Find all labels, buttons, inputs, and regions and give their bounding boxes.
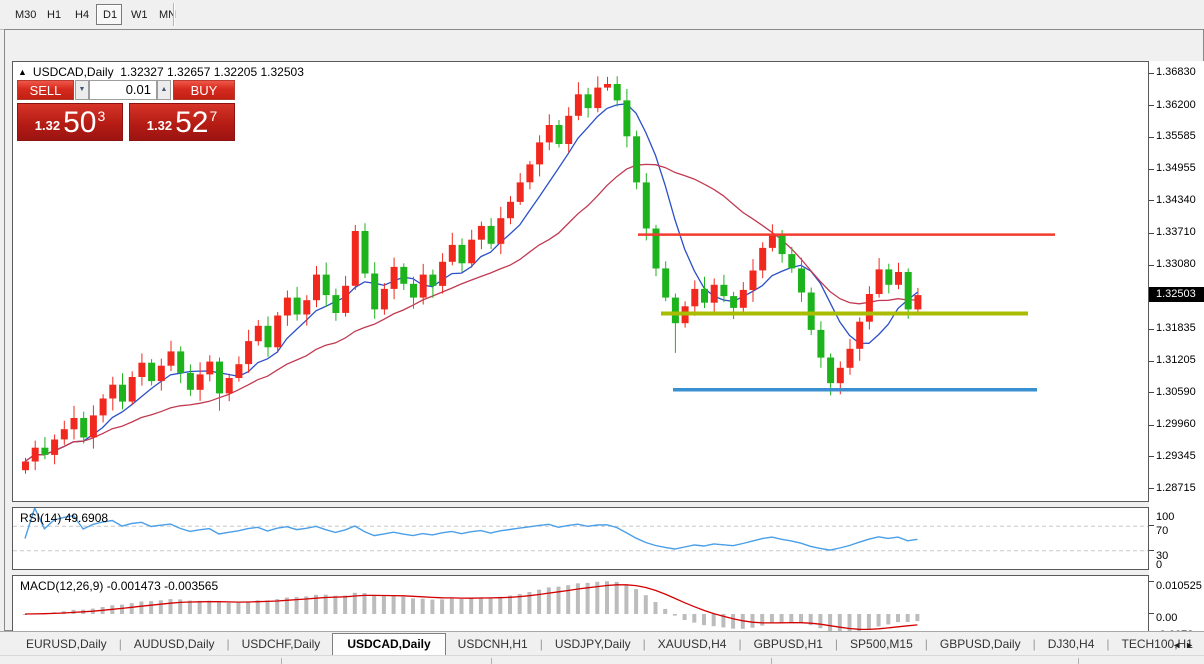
price-axis-label: 1.34955	[1156, 162, 1196, 175]
tab-separator: |	[539, 637, 543, 651]
tab-usdcad-daily[interactable]: USDCAD,Daily	[332, 633, 446, 656]
tab-separator: |	[642, 637, 646, 651]
macd-label: MACD(12,26,9) -0.001473 -0.003565	[20, 579, 219, 593]
period-button-mn[interactable]: MN	[159, 9, 177, 21]
tab-usdjpy-daily[interactable]: USDJPY,Daily	[554, 637, 631, 651]
tab-audusd-daily[interactable]: AUDUSD,Daily	[133, 637, 215, 651]
tab-separator: |	[834, 637, 839, 651]
sell-price-big: 50	[63, 106, 97, 139]
rsi-axis-label: 70	[1156, 525, 1169, 538]
price-axis-label: 1.34340	[1156, 193, 1196, 206]
period-button-m30[interactable]: M30	[15, 9, 37, 21]
bar-close: 1.32503	[260, 65, 304, 79]
buy-price-button[interactable]: 1.32 52 7	[129, 103, 235, 141]
sell-price-prefix: 1.32	[34, 118, 61, 133]
price-axis-label: 1.36200	[1156, 98, 1196, 111]
sell-price-button[interactable]: 1.32 50 3	[17, 103, 123, 141]
tab-separator: |	[1032, 637, 1036, 651]
current-price-tag: 1.32503	[1149, 286, 1204, 302]
chart-title: ▲ USDCAD,Daily 1.32327 1.32657 1.32205 1.…	[18, 65, 304, 79]
price-axis-label: 1.35585	[1156, 130, 1196, 143]
period-button-d1[interactable]: D1	[96, 4, 122, 25]
one-click-collapse-icon[interactable]: ▲	[18, 67, 27, 77]
tab-separator: |	[118, 637, 122, 651]
status-divider	[1078, 658, 1079, 664]
price-axis-label: 1.29345	[1156, 449, 1196, 462]
bar-open: 1.32327	[120, 65, 164, 79]
bar-high: 1.32657	[167, 65, 211, 79]
rsi-canvas	[13, 508, 1148, 552]
lot-size-field[interactable]: 0.01	[89, 80, 157, 100]
macd-canvas	[23, 581, 920, 634]
tab-separator: |	[1106, 637, 1110, 651]
tab-sp500-m15[interactable]: SP500,M15	[850, 637, 913, 651]
price-axis-label: 1.33080	[1156, 258, 1196, 271]
buy-price-sup: 7	[209, 108, 218, 124]
tab-usdchf-daily[interactable]: USDCHF,Daily	[241, 637, 321, 651]
macd-signal-value: -0.003565	[164, 579, 219, 593]
tab-gbpusd-h1[interactable]: GBPUSD,H1	[753, 637, 823, 651]
rsi-axis-label: 30	[1156, 549, 1169, 562]
chart-symbol: USDCAD,Daily	[32, 65, 114, 79]
status-bar	[0, 655, 1204, 664]
period-button-h1[interactable]: H1	[47, 9, 62, 21]
status-divider	[491, 658, 492, 664]
tab-separator: |	[738, 637, 742, 651]
period-button-h4[interactable]: H4	[75, 9, 90, 21]
tab-eurusd-daily[interactable]: EURUSD,Daily	[26, 637, 107, 651]
buy-price-big: 52	[175, 106, 209, 139]
price-axis: 1.36830 1.36200 1.35585 1.34955 1.34340 1.337…	[1149, 61, 1204, 660]
tab-usdcnh-h1[interactable]: USDCNH,H1	[457, 637, 528, 651]
price-axis-label: 1.36830	[1156, 66, 1196, 79]
timeframe-toolbar: M30 H1 H4 D1 W1 MN	[0, 0, 1204, 30]
buy-button[interactable]: BUY	[173, 80, 235, 100]
rsi-line	[24, 508, 918, 551]
lot-decrease-button[interactable]: ▼	[75, 80, 89, 100]
buy-price-prefix: 1.32	[146, 118, 173, 133]
rsi-label: RSI(14) 49.6908	[20, 511, 109, 525]
macd-axis-label: 0.00	[1156, 612, 1178, 624]
price-axis-label: 1.28715	[1156, 481, 1196, 494]
tab-scroll-arrows: ◄►	[1172, 640, 1198, 650]
price-axis-label: 1.30590	[1156, 385, 1196, 398]
sell-price-sup: 3	[97, 108, 106, 124]
period-button-w1[interactable]: W1	[131, 9, 148, 21]
macd-axis-label: 0.010525	[1156, 579, 1202, 592]
tab-separator: |	[924, 637, 928, 651]
chart-tab-bar: EURUSD,Daily | AUDUSD,Daily | USDCHF,Daily US…	[0, 631, 1204, 656]
tab-tech100-h1[interactable]: TECH100,H1	[1121, 637, 1193, 651]
macd-signal-line	[24, 584, 918, 631]
rsi-value: 49.6908	[64, 511, 109, 525]
macd-indicator-pane: MACD(12,26,9) -0.001473 -0.003565	[12, 575, 1149, 639]
status-divider	[281, 658, 282, 664]
rsi-axis-label: 100	[1156, 511, 1175, 523]
ma-slow-line	[24, 163, 918, 463]
tab-xauusd-h4[interactable]: XAUUSD,H4	[657, 637, 727, 651]
price-axis-label: 1.33710	[1156, 226, 1196, 239]
price-axis-label: 1.29960	[1156, 418, 1196, 431]
status-divider	[771, 658, 772, 664]
tab-dj30-h4[interactable]: DJ30,H4	[1047, 637, 1095, 651]
rsi-axis-label: 0	[1156, 559, 1163, 571]
price-axis-label: 1.31835	[1156, 322, 1196, 335]
price-chart-canvas	[22, 76, 1055, 474]
macd-main-value: -0.001473	[106, 579, 161, 593]
tab-gbpusd-daily[interactable]: GBPUSD,Daily	[939, 637, 1021, 651]
tab-scroll-right-icon[interactable]: ►	[1185, 640, 1198, 650]
price-axis-label: 1.31205	[1156, 354, 1196, 367]
bar-low: 1.32205	[213, 65, 258, 79]
tab-separator: |	[226, 637, 230, 651]
lot-increase-button[interactable]: ▲	[157, 80, 171, 100]
chart-window: ▲ USDCAD,Daily 1.32327 1.32657 1.32205 1.…	[4, 29, 1204, 660]
ma-fast-line	[24, 103, 918, 463]
rsi-indicator-pane: RSI(14) 49.6908	[12, 507, 1149, 570]
sell-button[interactable]: SELL	[17, 80, 74, 100]
toolbar-separator	[173, 3, 175, 26]
tab-scroll-left-icon[interactable]: ◄	[1172, 640, 1186, 650]
